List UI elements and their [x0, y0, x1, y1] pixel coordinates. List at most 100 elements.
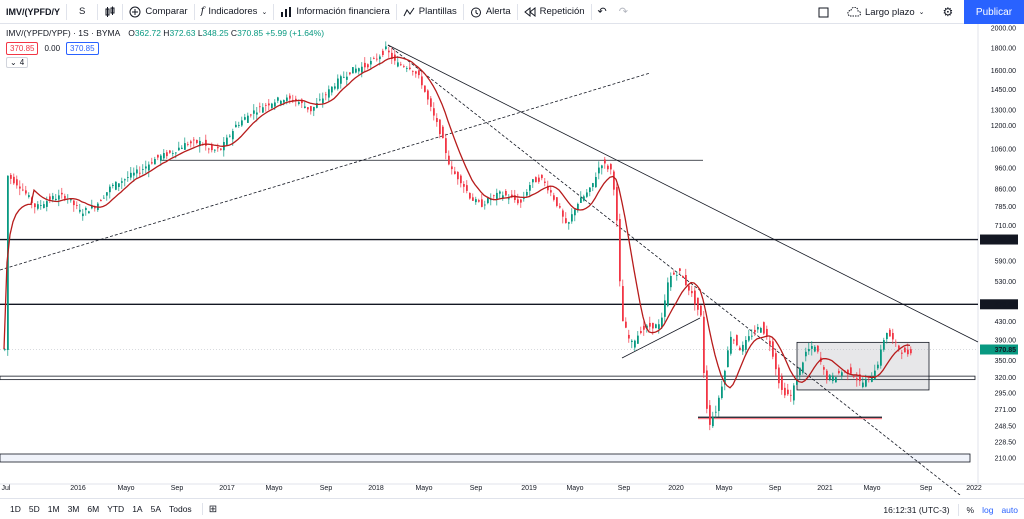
candle-body — [637, 335, 639, 344]
candle-body — [313, 106, 315, 111]
candles-icon — [105, 6, 115, 17]
percent-scale-button[interactable]: % — [966, 504, 975, 515]
alert-button[interactable]: Alerta — [464, 0, 517, 24]
publish-button[interactable]: Publicar — [964, 0, 1024, 24]
layout-select-button[interactable] — [812, 0, 835, 24]
candle-body — [832, 375, 834, 381]
candle-body — [409, 67, 411, 70]
candle-body — [328, 89, 330, 98]
replay-button[interactable]: Repetición — [518, 0, 591, 24]
settings-button[interactable]: ⚙ — [937, 0, 960, 24]
compare-button[interactable]: Comparar — [123, 0, 193, 24]
candle-body — [142, 169, 144, 170]
replay-label: Repetición — [539, 6, 585, 17]
financials-button[interactable]: Información financiera — [274, 0, 395, 24]
candle-body — [400, 64, 402, 66]
range-button[interactable]: 6M — [87, 504, 100, 514]
candle-body — [106, 192, 108, 196]
range-button[interactable]: 5A — [150, 504, 161, 514]
candle-body — [541, 174, 543, 179]
chart-type-button[interactable] — [98, 0, 122, 24]
candle-body — [790, 394, 792, 396]
candle-body — [595, 176, 597, 188]
candle-body — [289, 95, 291, 99]
candle-body — [811, 346, 813, 349]
candle-body — [43, 204, 45, 208]
candle-body — [478, 200, 480, 202]
candle-body — [91, 205, 93, 209]
auto-scale-button[interactable]: auto — [1001, 504, 1018, 515]
candle-body — [610, 164, 612, 170]
candle-body — [880, 349, 882, 366]
open-value: 362.72 — [134, 28, 161, 38]
candle-body — [424, 85, 426, 92]
candle-body — [283, 100, 285, 103]
candle-body — [526, 192, 528, 196]
templates-button[interactable]: Plantillas — [397, 0, 463, 24]
range-button[interactable]: 5D — [28, 504, 40, 514]
bottom-toolbar: 1D 5D 1M 3M 6M YTD 1A 5A Todos ⊞ 16:12:31 (UTC-3… — [0, 498, 1024, 519]
candle-body — [445, 138, 447, 154]
candle-body — [550, 190, 552, 193]
y-tick-label: 390.00 — [995, 337, 1017, 344]
candle-body — [685, 275, 687, 285]
candle-body — [28, 195, 30, 197]
candle-body — [517, 199, 519, 204]
y-tick-label: 710.00 — [995, 223, 1017, 230]
candle-body — [859, 374, 861, 382]
candle-body — [505, 191, 507, 196]
candle-body — [559, 206, 561, 208]
range-button[interactable]: 1M — [47, 504, 60, 514]
range-button[interactable]: YTD — [107, 504, 125, 514]
undo-button[interactable]: ↶ — [592, 0, 613, 24]
range-button[interactable]: Todos — [169, 504, 192, 514]
candle-body — [616, 187, 618, 221]
candle-body — [544, 181, 546, 183]
y-tick-label: 210.00 — [995, 456, 1017, 463]
candle-body — [553, 195, 555, 200]
candle-body — [649, 322, 651, 327]
candle-body — [187, 144, 189, 145]
candle-body — [322, 98, 324, 104]
symbol-search[interactable]: IMV/(YPFD/Y — [0, 0, 66, 24]
chart-canvas[interactable]: 2000.00 1800.00 1600.00 1450.00 1300.00 1200.… — [0, 24, 1024, 495]
candle-body — [724, 370, 726, 385]
trend-line-dashed — [0, 72, 651, 271]
ask-price-box[interactable]: 370.85 — [66, 42, 99, 55]
y-tick-label: 1800.00 — [991, 46, 1016, 53]
date-range-icon[interactable]: ⊞ — [208, 503, 218, 515]
interval-button[interactable]: S — [67, 0, 97, 24]
redo-button[interactable]: ↷ — [613, 0, 634, 24]
candle-body — [871, 377, 873, 382]
indicators-button[interactable]: f Indicadores ⌄ — [195, 0, 274, 24]
candle-body — [760, 328, 762, 333]
candle-body — [502, 195, 504, 199]
chart-area[interactable]: 2000.00 1800.00 1600.00 1450.00 1300.00 1200.… — [0, 24, 1024, 495]
bid-price-box[interactable]: 370.85 — [6, 42, 39, 55]
range-button[interactable]: 3M — [67, 504, 80, 514]
symbol-legend: IMV/(YPFD/YPF) · 1S · BYMA O362.72 H372.… — [6, 28, 324, 38]
candle-body — [346, 76, 348, 80]
candle-body — [145, 166, 147, 169]
candle-body — [814, 346, 816, 352]
candle-body — [241, 120, 243, 126]
candle-body — [433, 108, 435, 116]
candle-body — [175, 152, 177, 154]
candle-body — [349, 72, 351, 75]
indicators-collapse-button[interactable]: ⌄ 4 — [6, 57, 29, 68]
candle-body — [469, 192, 471, 199]
candle-body — [373, 58, 375, 59]
candle-body — [103, 197, 105, 199]
candle-body — [622, 286, 624, 322]
candle-body — [532, 179, 534, 183]
range-button[interactable]: 1D — [10, 504, 21, 514]
save-layout-button[interactable]: Largo plazo ⌄ — [841, 0, 931, 24]
fx-icon: f — [200, 6, 205, 17]
candle-body — [46, 201, 48, 207]
range-button[interactable]: 1A — [132, 504, 143, 514]
chevron-down-icon: ⌄ — [261, 8, 268, 16]
candle-body — [514, 195, 516, 200]
candle-body — [577, 203, 579, 211]
log-scale-button[interactable]: log — [982, 504, 994, 515]
candle-body — [382, 50, 384, 55]
